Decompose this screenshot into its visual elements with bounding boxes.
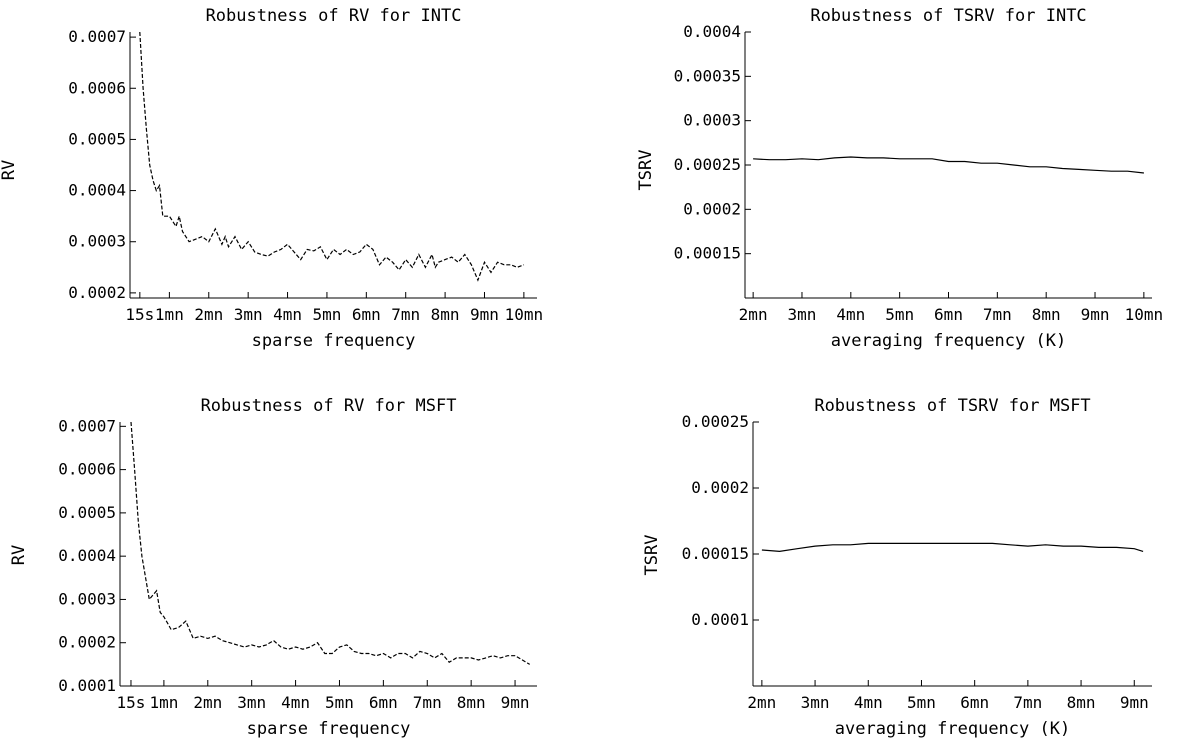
x-tick-label: 15s — [117, 693, 146, 712]
x-tick-label: 1mn — [149, 693, 178, 712]
x-tick-label: 9mn — [501, 693, 530, 712]
y-tick-label: 0.00035 — [674, 66, 741, 85]
y-tick-label: 0.0006 — [68, 78, 126, 97]
x-axis-label: sparse frequency — [247, 719, 411, 739]
y-tick-label: 0.0005 — [68, 129, 126, 148]
x-tick-label: 6mn — [369, 693, 398, 712]
x-tick-label: 8mn — [1032, 305, 1061, 324]
y-tick-label: 0.0005 — [58, 503, 116, 522]
x-tick-label: 3mn — [234, 305, 263, 324]
series-line-1 — [761, 542, 1144, 553]
y-tick-label: 0.0001 — [691, 610, 749, 629]
y-tick-label: 0.00025 — [674, 155, 741, 174]
y-tick-label: 0.0002 — [691, 478, 749, 497]
y-tick-label: 0.0006 — [58, 460, 116, 479]
y-tick-label: 0.00015 — [674, 244, 741, 263]
y-tick-label: 0.0003 — [68, 232, 126, 251]
x-tick-label: 8mn — [1067, 693, 1096, 712]
y-axis-label: TSRV — [636, 150, 656, 191]
x-tick-label: 7mn — [391, 305, 420, 324]
x-tick-label: 4mn — [273, 305, 302, 324]
y-tick-label: 0.0007 — [58, 416, 116, 435]
y-tick-label: 0.0007 — [68, 27, 126, 46]
x-tick-label: 4mn — [836, 305, 865, 324]
x-tick-label: 7mn — [983, 305, 1012, 324]
series-line-1 — [139, 31, 525, 282]
x-tick-label: 5mn — [885, 305, 914, 324]
x-tick-label: 2mn — [193, 693, 222, 712]
x-tick-label: 4mn — [854, 693, 883, 712]
x-tick-label: 7mn — [413, 693, 442, 712]
y-axis-label: RV — [9, 545, 29, 565]
x-tick-label: 6mn — [934, 305, 963, 324]
x-tick-label: 2mn — [194, 305, 223, 324]
x-tick-label: 6mn — [960, 693, 989, 712]
series-line-1 — [753, 156, 1144, 174]
series-line-1 — [130, 421, 531, 665]
x-tick-label: 5mn — [312, 305, 341, 324]
y-tick-label: 0.0004 — [68, 181, 126, 200]
y-axis-label: TSRV — [642, 535, 662, 576]
y-tick-label: 0.00015 — [682, 544, 749, 563]
x-axis-label: sparse frequency — [252, 331, 416, 351]
x-tick-label: 8mn — [457, 693, 486, 712]
y-tick-label: 0.0002 — [683, 199, 741, 218]
y-tick-label: 0.0002 — [68, 283, 126, 302]
y-tick-label: 0.00025 — [682, 412, 749, 431]
x-tick-label: 2mn — [747, 693, 776, 712]
y-tick-label: 0.0001 — [58, 676, 116, 695]
x-tick-label: 5mn — [907, 693, 936, 712]
x-tick-label: 3mn — [237, 693, 266, 712]
chart-panel-1: Robustness of RV for INTC 0.0002 0.0003 0.0… — [0, 6, 543, 351]
x-tick-label: 15s — [125, 305, 154, 324]
x-tick-label: 9mn — [1081, 305, 1110, 324]
x-tick-label: 3mn — [801, 693, 830, 712]
chart-title: Robustness of RV for INTC — [206, 6, 462, 26]
chart-title: Robustness of TSRV for INTC — [810, 6, 1086, 26]
chart-panel-4: Robustness of TSRV for MSFT 0.0001 0.00015… — [642, 396, 1152, 739]
y-tick-label: 0.0002 — [58, 633, 116, 652]
chart-panel-2: Robustness of TSRV for INTC 0.00015 0.0002… — [636, 6, 1163, 351]
x-tick-label: 9mn — [470, 305, 499, 324]
x-tick-label: 5mn — [325, 693, 354, 712]
x-tick-label: 2mn — [739, 305, 768, 324]
y-axis-label: RV — [0, 160, 19, 180]
x-axis-label: averaging frequency (K) — [831, 331, 1066, 351]
chart-title: Robustness of RV for MSFT — [201, 396, 457, 416]
y-tick-label: 0.0003 — [683, 111, 741, 130]
x-axis-label: averaging frequency (K) — [835, 719, 1070, 739]
x-tick-label: 9mn — [1120, 693, 1149, 712]
x-tick-label: 10mn — [505, 305, 544, 324]
x-tick-label: 6mn — [352, 305, 381, 324]
y-tick-label: 0.0003 — [58, 589, 116, 608]
x-tick-label: 10mn — [1125, 305, 1164, 324]
x-tick-label: 1mn — [155, 305, 184, 324]
chart-panel-3: Robustness of RV for MSFT 0.0001 0.0002 0.0… — [9, 396, 537, 739]
x-tick-label: 7mn — [1013, 693, 1042, 712]
x-tick-label: 4mn — [281, 693, 310, 712]
chart-title: Robustness of TSRV for MSFT — [814, 396, 1090, 416]
x-tick-label: 3mn — [788, 305, 817, 324]
y-tick-label: 0.0004 — [58, 546, 116, 565]
y-tick-label: 0.0004 — [683, 22, 741, 41]
x-tick-label: 8mn — [431, 305, 460, 324]
